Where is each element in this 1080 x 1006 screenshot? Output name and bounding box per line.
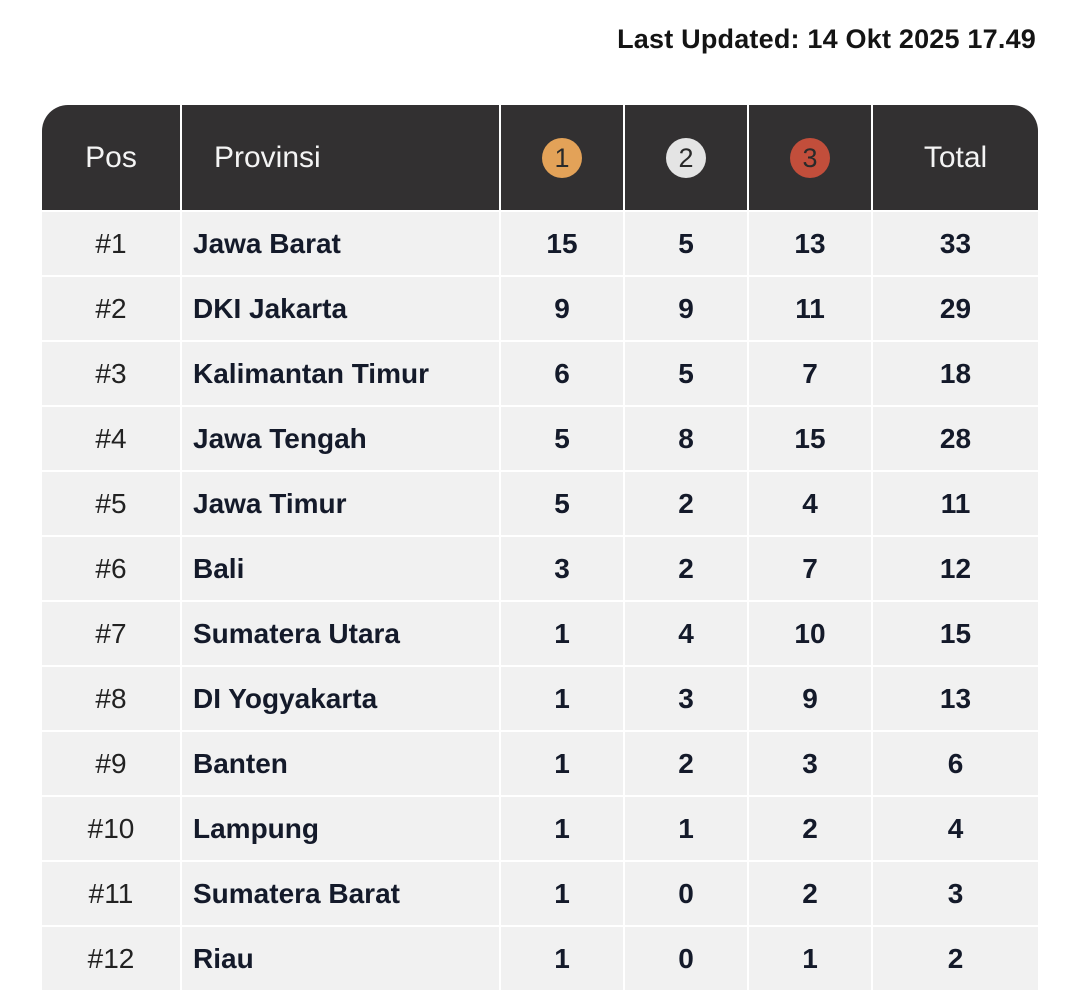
gold-count-cell: 1 — [499, 795, 624, 861]
provinsi-cell: Sumatera Barat — [180, 860, 500, 926]
gold-count-cell: 5 — [499, 405, 624, 471]
header-pos: Pos — [42, 105, 181, 211]
table-row: #11 Sumatera Barat 1 0 2 3 — [42, 860, 1038, 926]
provinsi-cell: Jawa Tengah — [180, 405, 500, 471]
bronze-count-cell: 15 — [747, 405, 872, 471]
header-row: Pos Provinsi 1 2 3 Total — [42, 105, 1038, 211]
gold-count-cell: 1 — [499, 925, 624, 990]
total-count-cell: 13 — [871, 665, 1038, 731]
table-row: #6 Bali 3 2 7 12 — [42, 535, 1038, 601]
bronze-count-cell: 1 — [747, 925, 872, 990]
header-bronze: 3 — [747, 105, 872, 211]
total-count-cell: 28 — [871, 405, 1038, 471]
total-count-cell: 12 — [871, 535, 1038, 601]
bronze-count-cell: 13 — [747, 210, 872, 276]
table-row: #12 Riau 1 0 1 2 — [42, 925, 1038, 990]
bronze-count-cell: 3 — [747, 730, 872, 796]
total-count-cell: 2 — [871, 925, 1038, 990]
pos-cell: #1 — [42, 210, 181, 276]
silver-count-cell: 0 — [623, 860, 748, 926]
pos-cell: #10 — [42, 795, 181, 861]
bronze-count-cell: 10 — [747, 600, 872, 666]
total-count-cell: 15 — [871, 600, 1038, 666]
table-row: #2 DKI Jakarta 9 9 11 29 — [42, 275, 1038, 341]
header-silver: 2 — [623, 105, 748, 211]
gold-count-cell: 9 — [499, 275, 624, 341]
gold-count-cell: 3 — [499, 535, 624, 601]
pos-cell: #2 — [42, 275, 181, 341]
table-row: #3 Kalimantan Timur 6 5 7 18 — [42, 340, 1038, 406]
provinsi-cell: DKI Jakarta — [180, 275, 500, 341]
header-gold: 1 — [499, 105, 624, 211]
bronze-count-cell: 2 — [747, 860, 872, 926]
provinsi-cell: Kalimantan Timur — [180, 340, 500, 406]
gold-count-cell: 5 — [499, 470, 624, 536]
table-body: #1 Jawa Barat 15 5 13 33 #2 DKI Jakarta 9 9 11 29 #3… — [42, 210, 1038, 990]
header-total: Total — [871, 105, 1038, 211]
silver-count-cell: 2 — [623, 470, 748, 536]
silver-count-cell: 2 — [623, 730, 748, 796]
medal-standings-table: Pos Provinsi 1 2 3 Total #1 Jawa Barat 15 5… — [42, 105, 1038, 990]
standings-table: Pos Provinsi 1 2 3 Total #1 Jawa Barat 15 5… — [42, 105, 1038, 990]
pos-cell: #12 — [42, 925, 181, 990]
silver-count-cell: 1 — [623, 795, 748, 861]
silver-medal-icon: 2 — [666, 137, 706, 178]
pos-cell: #6 — [42, 535, 181, 601]
pos-cell: #7 — [42, 600, 181, 666]
pos-cell: #8 — [42, 665, 181, 731]
bronze-count-cell: 9 — [747, 665, 872, 731]
table-header: Pos Provinsi 1 2 3 Total — [42, 105, 1038, 211]
pos-cell: #11 — [42, 860, 181, 926]
gold-count-cell: 15 — [499, 210, 624, 276]
pos-cell: #4 — [42, 405, 181, 471]
table-row: #8 DI Yogyakarta 1 3 9 13 — [42, 665, 1038, 731]
bronze-count-cell: 2 — [747, 795, 872, 861]
provinsi-cell: Banten — [180, 730, 500, 796]
total-count-cell: 29 — [871, 275, 1038, 341]
pos-cell: #9 — [42, 730, 181, 796]
silver-count-cell: 9 — [623, 275, 748, 341]
table-row: #7 Sumatera Utara 1 4 10 15 — [42, 600, 1038, 666]
gold-count-cell: 1 — [499, 730, 624, 796]
table-row: #4 Jawa Tengah 5 8 15 28 — [42, 405, 1038, 471]
total-count-cell: 6 — [871, 730, 1038, 796]
silver-count-cell: 2 — [623, 535, 748, 601]
table-row: #9 Banten 1 2 3 6 — [42, 730, 1038, 796]
gold-count-cell: 6 — [499, 340, 624, 406]
provinsi-cell: Jawa Timur — [180, 470, 500, 536]
gold-count-cell: 1 — [499, 600, 624, 666]
total-count-cell: 4 — [871, 795, 1038, 861]
bronze-count-cell: 7 — [747, 535, 872, 601]
bronze-medal-icon: 3 — [790, 137, 830, 178]
table-row: #1 Jawa Barat 15 5 13 33 — [42, 210, 1038, 276]
table-row: #5 Jawa Timur 5 2 4 11 — [42, 470, 1038, 536]
silver-count-cell: 8 — [623, 405, 748, 471]
provinsi-cell: Riau — [180, 925, 500, 990]
total-count-cell: 3 — [871, 860, 1038, 926]
gold-medal-icon: 1 — [542, 137, 582, 178]
bronze-count-cell: 11 — [747, 275, 872, 341]
total-count-cell: 33 — [871, 210, 1038, 276]
silver-count-cell: 5 — [623, 210, 748, 276]
total-count-cell: 11 — [871, 470, 1038, 536]
last-updated-timestamp: Last Updated: 14 Okt 2025 17.49 — [617, 24, 1036, 54]
provinsi-cell: Jawa Barat — [180, 210, 500, 276]
bronze-count-cell: 4 — [747, 470, 872, 536]
pos-cell: #5 — [42, 470, 181, 536]
silver-count-cell: 4 — [623, 600, 748, 666]
provinsi-cell: Sumatera Utara — [180, 600, 500, 666]
gold-count-cell: 1 — [499, 860, 624, 926]
header-provinsi: Provinsi — [180, 105, 500, 211]
pos-cell: #3 — [42, 340, 181, 406]
gold-count-cell: 1 — [499, 665, 624, 731]
provinsi-cell: Bali — [180, 535, 500, 601]
silver-count-cell: 3 — [623, 665, 748, 731]
total-count-cell: 18 — [871, 340, 1038, 406]
provinsi-cell: Lampung — [180, 795, 500, 861]
bronze-count-cell: 7 — [747, 340, 872, 406]
table-row: #10 Lampung 1 1 2 4 — [42, 795, 1038, 861]
provinsi-cell: DI Yogyakarta — [180, 665, 500, 731]
silver-count-cell: 0 — [623, 925, 748, 990]
silver-count-cell: 5 — [623, 340, 748, 406]
